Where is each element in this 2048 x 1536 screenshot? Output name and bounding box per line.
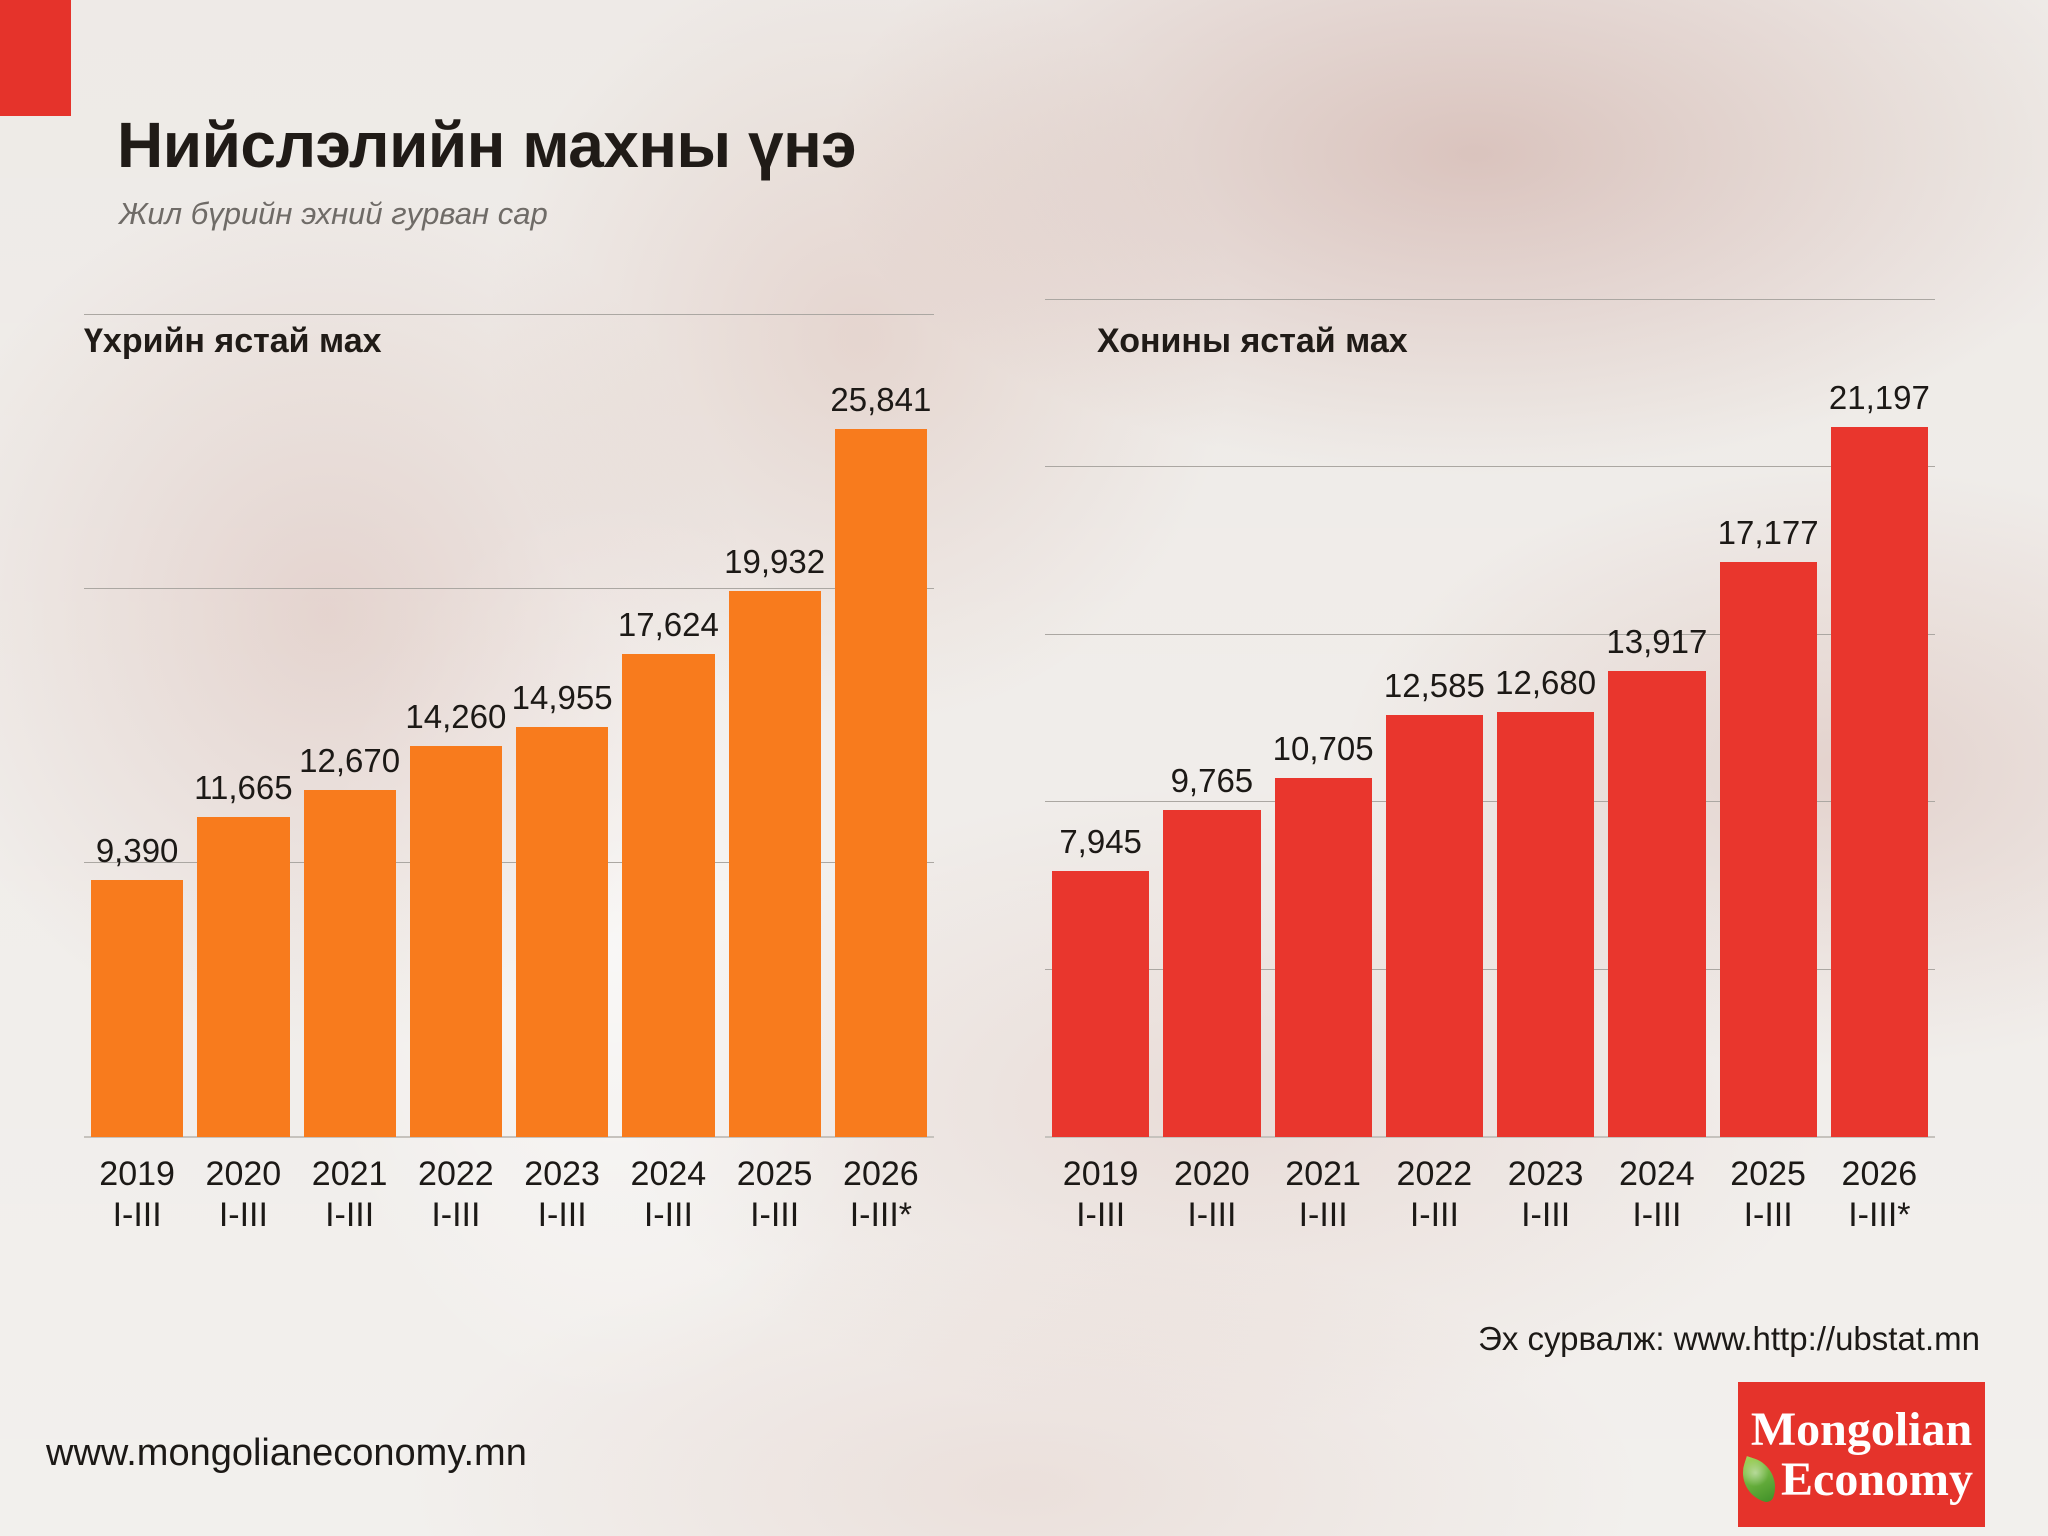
bar [303,789,396,1137]
axis-year-label: 2024 [630,1155,707,1193]
axis-period-label: I-III [218,1196,268,1234]
bar [1274,778,1372,1137]
bar-value-label: 13,917 [1606,622,1708,660]
bar-value-label: 12,680 [1495,664,1597,702]
page-title: Нийслэлийн махны үнэ [117,109,857,181]
axis-year-label: 2026 [843,1155,919,1193]
axis-period-label: I-III [1743,1196,1793,1234]
bar [1052,870,1150,1137]
bar-value-label: 11,665 [194,769,293,807]
logo-text-line1: Mongolian [1750,1402,1973,1456]
chart-section-title: Хонины ястай мах [1097,322,1408,360]
leaf-icon [1735,1455,1783,1504]
bar [409,746,502,1137]
plot-area: 9,390 11,665 12,670 14,260 14,955 17,624 19,93… [84,290,934,1138]
axis-period-label: I-III [1298,1196,1348,1234]
bar [91,879,184,1137]
bar-value-label: 7,945 [1059,822,1142,860]
axis-period-label: I-III [1632,1196,1682,1234]
axis-year-label: 2022 [418,1155,494,1193]
axis-period-label: I-III [1076,1196,1126,1234]
axis-period-label: I-III [750,1196,800,1234]
bar-value-label: 12,585 [1383,667,1485,705]
axis-year-label: 2023 [524,1155,600,1193]
bar [1497,712,1595,1137]
logo-text-line2: Economy [1781,1452,1973,1506]
axis-year-label: 2021 [1285,1155,1361,1193]
axis-year-label: 2024 [1619,1155,1695,1193]
chart-section-title: Үхрийн ястай мах [84,322,382,360]
axis-period-label: I-III* [1848,1196,1911,1234]
axis-year-label: 2025 [736,1155,813,1193]
bar [1830,426,1928,1137]
axis-year-label: 2019 [1062,1155,1139,1193]
bar-value-label: 21,197 [1828,378,1930,416]
bar-value-label: 17,624 [617,606,719,644]
chart-baseline [1045,1136,1935,1138]
source-note: Эх сурвалж: www.http://ubstat.mn [1478,1320,1980,1357]
bar [834,428,927,1137]
chart-mutton-section: 7,945 9,765 10,705 12,585 12,680 13,917 17,177… [1045,290,1935,1250]
gridline [84,862,934,863]
bar [197,817,290,1137]
bar-value-label: 12,670 [299,741,401,779]
axis-period-label: I-III [112,1196,162,1234]
publisher-logo: Mongolian Economy [1735,1382,1985,1527]
gridline [1045,801,1935,802]
plot-area: 7,945 9,765 10,705 12,585 12,680 13,917 17,177… [1045,290,1935,1138]
axis-year-label: 2026 [1841,1155,1918,1193]
axis-period-label: I-III [643,1196,693,1234]
gridline [84,314,934,315]
bar [728,590,821,1137]
bar-value-label: 9,390 [95,831,179,869]
bar-value-label: 10,705 [1272,730,1374,768]
chart-beef-section: 9,390 11,665 12,670 14,260 14,955 17,624 19,93… [84,290,934,1250]
axis-year-label: 2020 [205,1155,282,1193]
axis-period-label: I-III [431,1196,481,1234]
axis-period-label: I-III [1521,1196,1571,1234]
bar-value-label: 14,260 [405,698,507,736]
logo-row: Economy [1735,1452,1973,1506]
gridline [84,588,934,589]
bar [1385,715,1483,1137]
bar-value-label: 14,955 [511,679,613,717]
bar-value-label: 9,765 [1170,761,1254,799]
bar [1719,561,1817,1137]
brand-corner-square [0,0,71,116]
bar-value-label: 19,932 [724,542,826,580]
bar-value-label: 17,177 [1717,513,1819,551]
axis-period-label: I-III [1187,1196,1237,1234]
bar [622,654,715,1137]
page-subtitle: Жил бүрийн эхний гурван сар [119,196,548,231]
axis-period-label: I-III [1409,1196,1459,1234]
axis-period-label: I-III* [849,1196,913,1234]
chart-baseline [84,1136,934,1138]
axis-period-label: I-III [325,1196,375,1234]
gridline [1045,298,1935,300]
axis-year-label: 2019 [99,1155,175,1193]
bar [1163,809,1261,1137]
bar-value-label: 25,841 [830,380,932,418]
axis-year-label: 2025 [1730,1155,1806,1193]
gridline [1045,968,1935,970]
axis-year-label: 2021 [311,1155,388,1193]
axis-year-label: 2023 [1507,1155,1584,1193]
axis-period-label: I-III [537,1196,587,1234]
gridline [1045,633,1935,635]
axis-year-label: 2022 [1396,1155,1473,1193]
axis-year-label: 2020 [1174,1155,1250,1193]
website-url: www.mongolianeconomy.mn [46,1432,527,1474]
bar [516,727,609,1137]
bar [1608,670,1706,1137]
gridline [1045,466,1935,467]
